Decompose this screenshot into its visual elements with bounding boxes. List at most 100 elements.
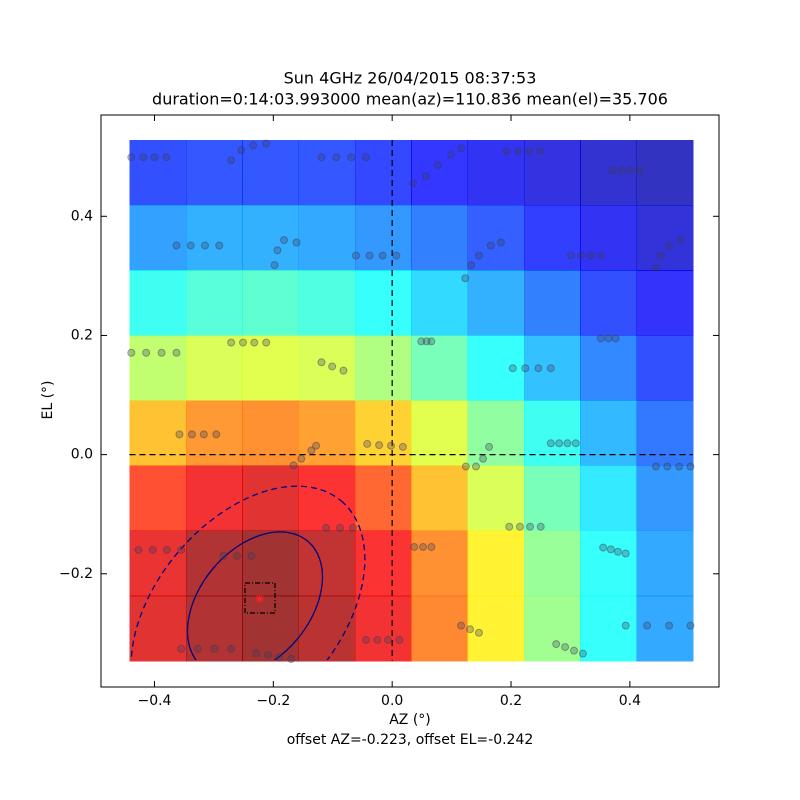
point xyxy=(392,251,401,260)
point xyxy=(515,522,524,531)
point xyxy=(467,261,476,270)
point xyxy=(280,236,289,245)
point xyxy=(270,261,279,270)
point xyxy=(187,430,196,439)
point xyxy=(578,649,587,658)
point xyxy=(427,542,436,551)
point xyxy=(233,551,242,560)
point xyxy=(307,446,316,455)
y-axis-label: EL (°) xyxy=(40,380,56,419)
y-tick-label: 0.0 xyxy=(71,447,93,463)
point xyxy=(177,545,186,554)
point xyxy=(373,635,382,644)
heat-cell xyxy=(129,335,187,402)
heat-cell xyxy=(354,400,412,467)
point xyxy=(508,364,517,373)
point xyxy=(466,625,475,634)
reference-lines xyxy=(129,140,693,661)
heat-cell xyxy=(411,335,469,402)
point xyxy=(536,147,545,156)
point xyxy=(297,454,306,463)
point xyxy=(347,153,356,162)
point xyxy=(552,640,561,649)
point xyxy=(570,646,579,655)
heat-cell xyxy=(580,140,638,206)
heat-cell xyxy=(636,205,694,271)
heat-cell xyxy=(523,400,581,467)
heat-cell xyxy=(354,335,412,402)
point xyxy=(457,621,466,630)
heat-cell xyxy=(185,595,243,662)
point xyxy=(362,635,371,644)
point xyxy=(134,545,143,554)
heat-cell xyxy=(129,465,187,532)
point xyxy=(555,439,564,448)
point xyxy=(656,251,665,260)
point xyxy=(339,366,348,375)
point xyxy=(335,523,344,532)
point xyxy=(461,274,470,283)
heat-cell xyxy=(242,140,300,206)
point xyxy=(525,147,534,156)
chart-subtitle: duration=0:14:03.993000 mean(az)=110.836… xyxy=(152,90,668,109)
heat-cell xyxy=(523,530,581,597)
heat-cell xyxy=(411,530,469,597)
point xyxy=(652,462,661,471)
heat-cell xyxy=(580,465,638,532)
point xyxy=(534,364,543,373)
point xyxy=(157,348,166,357)
heat-cell xyxy=(298,400,356,467)
point xyxy=(287,654,296,663)
heat-cell xyxy=(129,400,187,467)
heat-cell xyxy=(129,595,187,662)
point xyxy=(362,153,371,162)
heat-cell xyxy=(636,465,694,532)
y-tick-label: 0.2 xyxy=(71,327,93,343)
point xyxy=(422,172,431,181)
point xyxy=(148,545,157,554)
heat-cell xyxy=(354,205,412,271)
point xyxy=(457,144,466,153)
point xyxy=(227,156,236,165)
heat-cell xyxy=(523,140,581,206)
heat-cell xyxy=(411,205,469,271)
point xyxy=(676,236,685,245)
heat-cell xyxy=(636,595,694,662)
heat-cell xyxy=(354,530,412,597)
point xyxy=(599,543,608,552)
heat-cell xyxy=(185,530,243,597)
scatter-points xyxy=(127,139,695,663)
point xyxy=(262,338,271,347)
point xyxy=(395,635,404,644)
point xyxy=(227,644,236,653)
point xyxy=(365,251,374,260)
point xyxy=(150,153,159,162)
heat-cell xyxy=(580,270,638,336)
heat-cell xyxy=(185,205,243,271)
point xyxy=(686,462,695,471)
point xyxy=(496,238,505,247)
offset-box xyxy=(244,582,276,614)
heat-cell xyxy=(298,140,356,206)
point xyxy=(410,542,419,551)
point xyxy=(312,441,321,450)
point xyxy=(175,430,184,439)
point xyxy=(127,153,136,162)
chart-title: Sun 4GHz 26/04/2015 08:37:53 xyxy=(284,69,537,88)
point xyxy=(193,644,202,653)
point xyxy=(250,338,259,347)
point xyxy=(461,462,470,471)
point xyxy=(485,442,494,451)
point xyxy=(665,241,674,250)
heat-cell xyxy=(354,270,412,336)
heat-cell xyxy=(467,335,525,402)
point xyxy=(227,338,236,347)
heat-cell xyxy=(129,140,187,206)
point xyxy=(675,462,684,471)
point xyxy=(262,139,271,148)
point xyxy=(427,337,436,346)
x-tick-label: −0.2 xyxy=(256,693,290,709)
axes-frame xyxy=(100,114,720,688)
heat-cell xyxy=(185,270,243,336)
heat-cell xyxy=(467,530,525,597)
